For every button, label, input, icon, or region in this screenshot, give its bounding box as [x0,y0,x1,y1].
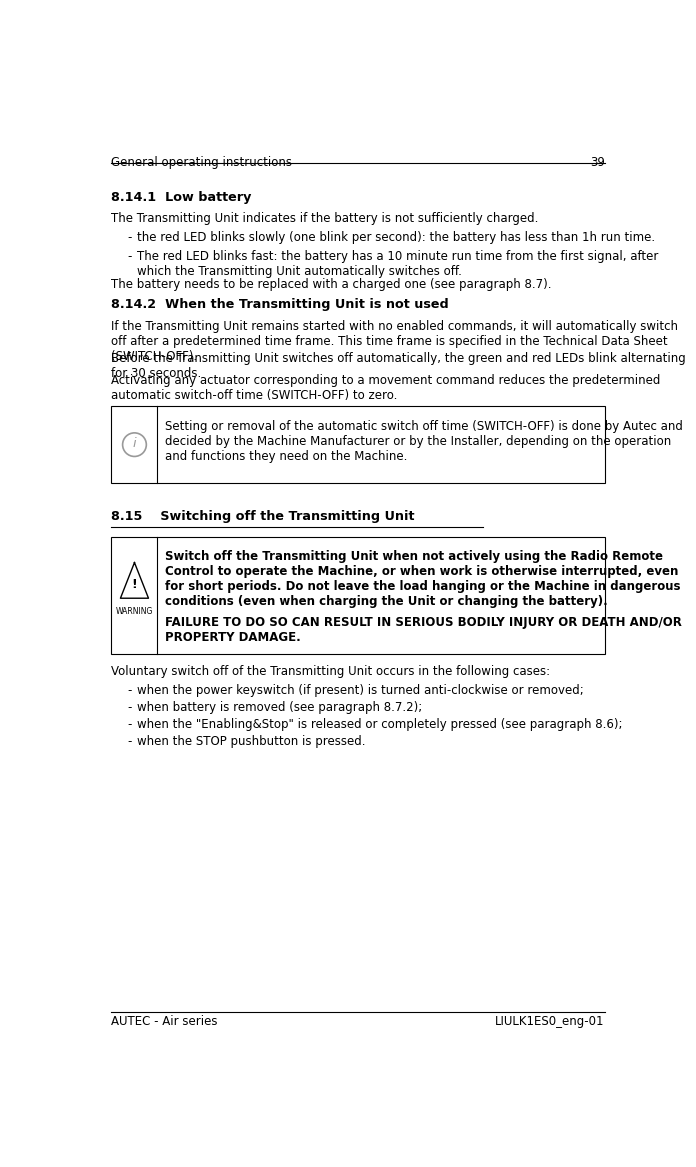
FancyBboxPatch shape [111,537,605,654]
Text: 8.14.2  When the Transmitting Unit is not used: 8.14.2 When the Transmitting Unit is not… [111,299,449,312]
Text: !: ! [132,579,137,592]
Text: 8.15    Switching off the Transmitting Unit: 8.15 Switching off the Transmitting Unit [111,510,415,523]
Text: LIULK1ES0_eng-01: LIULK1ES0_eng-01 [496,1015,605,1028]
FancyBboxPatch shape [111,406,605,483]
Text: -: - [127,735,132,748]
Text: The battery needs to be replaced with a charged one (see paragraph 8.7).: The battery needs to be replaced with a … [111,278,552,291]
Text: The Transmitting Unit indicates if the battery is not sufficiently charged.: The Transmitting Unit indicates if the b… [111,212,539,225]
Text: If the Transmitting Unit remains started with no enabled commands, it will autom: If the Transmitting Unit remains started… [111,320,679,363]
Text: AUTEC - Air series: AUTEC - Air series [111,1015,218,1028]
Text: i: i [133,438,136,450]
Text: Before the Transmitting Unit switches off automatically, the green and red LEDs : Before the Transmitting Unit switches of… [111,352,686,380]
Text: -: - [127,231,132,244]
Text: General operating instructions: General operating instructions [111,156,292,169]
Text: Activating any actuator corresponding to a movement command reduces the predeter: Activating any actuator corresponding to… [111,373,661,401]
Text: WARNING: WARNING [116,607,153,616]
Text: -: - [127,250,132,263]
Text: when the power keyswitch (if present) is turned anti-clockwise or removed;: when the power keyswitch (if present) is… [137,684,584,697]
Text: The red LED blinks fast: the battery has a 10 minute run time from the first sig: The red LED blinks fast: the battery has… [137,250,658,278]
Text: the red LED blinks slowly (one blink per second): the battery has less than 1h r: the red LED blinks slowly (one blink per… [137,231,656,244]
Text: 39: 39 [590,156,605,169]
Text: Setting or removal of the automatic switch off time (SWITCH-OFF) is done by Aute: Setting or removal of the automatic swit… [165,420,683,463]
Text: 8.14.1  Low battery: 8.14.1 Low battery [111,191,252,204]
Text: Switch off the Transmitting Unit when not actively using the Radio Remote Contro: Switch off the Transmitting Unit when no… [165,550,680,608]
Text: -: - [127,718,132,731]
Text: when the STOP pushbutton is pressed.: when the STOP pushbutton is pressed. [137,735,365,748]
Text: when battery is removed (see paragraph 8.7.2);: when battery is removed (see paragraph 8… [137,700,422,714]
Text: -: - [127,700,132,714]
Text: when the "Enabling&Stop" is released or completely pressed (see paragraph 8.6);: when the "Enabling&Stop" is released or … [137,718,623,731]
Text: FAILURE TO DO SO CAN RESULT IN SERIOUS BODILY INJURY OR DEATH AND/OR PROPERTY DA: FAILURE TO DO SO CAN RESULT IN SERIOUS B… [165,616,681,644]
Text: -: - [127,684,132,697]
Text: Voluntary switch off of the Transmitting Unit occurs in the following cases:: Voluntary switch off of the Transmitting… [111,665,551,678]
